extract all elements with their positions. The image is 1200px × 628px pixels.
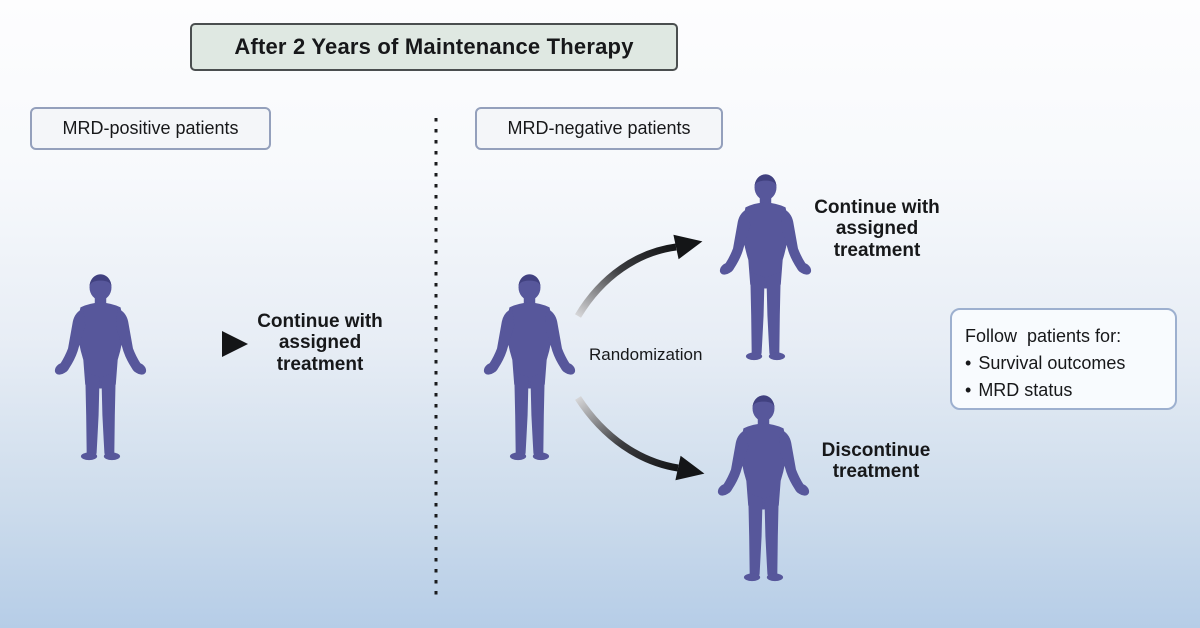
mrd-negative-label: MRD-negative patients (507, 118, 691, 138)
outcome-continue-top: Continue with assigned treatment (803, 197, 951, 261)
discontinue-arm-patient-icon (715, 395, 812, 582)
outcome-line: assigned (278, 332, 362, 354)
outcome-line: Continue with (257, 311, 383, 332)
bullet-icon: • (965, 380, 972, 400)
outcome-continue-left: Continue with assigned treatment (245, 311, 395, 375)
mrd-positive-patient-icon (52, 274, 149, 461)
curved-arrow-down-icon (575, 396, 705, 481)
randomization-patient-icon (481, 274, 578, 461)
outcome-line: treatment (832, 461, 920, 483)
bullet-icon: • (965, 353, 972, 373)
mrd-positive-label-box: MRD-positive patients (30, 107, 271, 150)
outcome-line: treatment (276, 353, 364, 375)
outcome-line: treatment (833, 239, 921, 261)
followup-item: • MRD status (965, 377, 1165, 404)
curved-arrow-up-icon (574, 234, 703, 318)
mrd-negative-label-box: MRD-negative patients (475, 107, 723, 150)
outcome-line: Discontinue (821, 440, 931, 461)
followup-item: • Survival outcomes (965, 350, 1165, 377)
straight-arrow-icon (159, 331, 248, 357)
followup-box: Follow patients for: • Survival outcomes … (950, 308, 1177, 410)
followup-item-text: Survival outcomes (978, 353, 1126, 373)
outcome-line: assigned (835, 218, 919, 240)
outcome-line: Continue with (814, 197, 940, 218)
page-title: After 2 Years of Maintenance Therapy (234, 34, 634, 59)
title-box: After 2 Years of Maintenance Therapy (190, 23, 678, 71)
mrd-positive-label: MRD-positive patients (62, 118, 239, 138)
followup-item-text: MRD status (978, 380, 1073, 400)
outcome-discontinue: Discontinue treatment (801, 440, 951, 483)
randomization-label: Randomization (589, 345, 703, 364)
followup-heading: Follow patients for: (965, 326, 1122, 346)
